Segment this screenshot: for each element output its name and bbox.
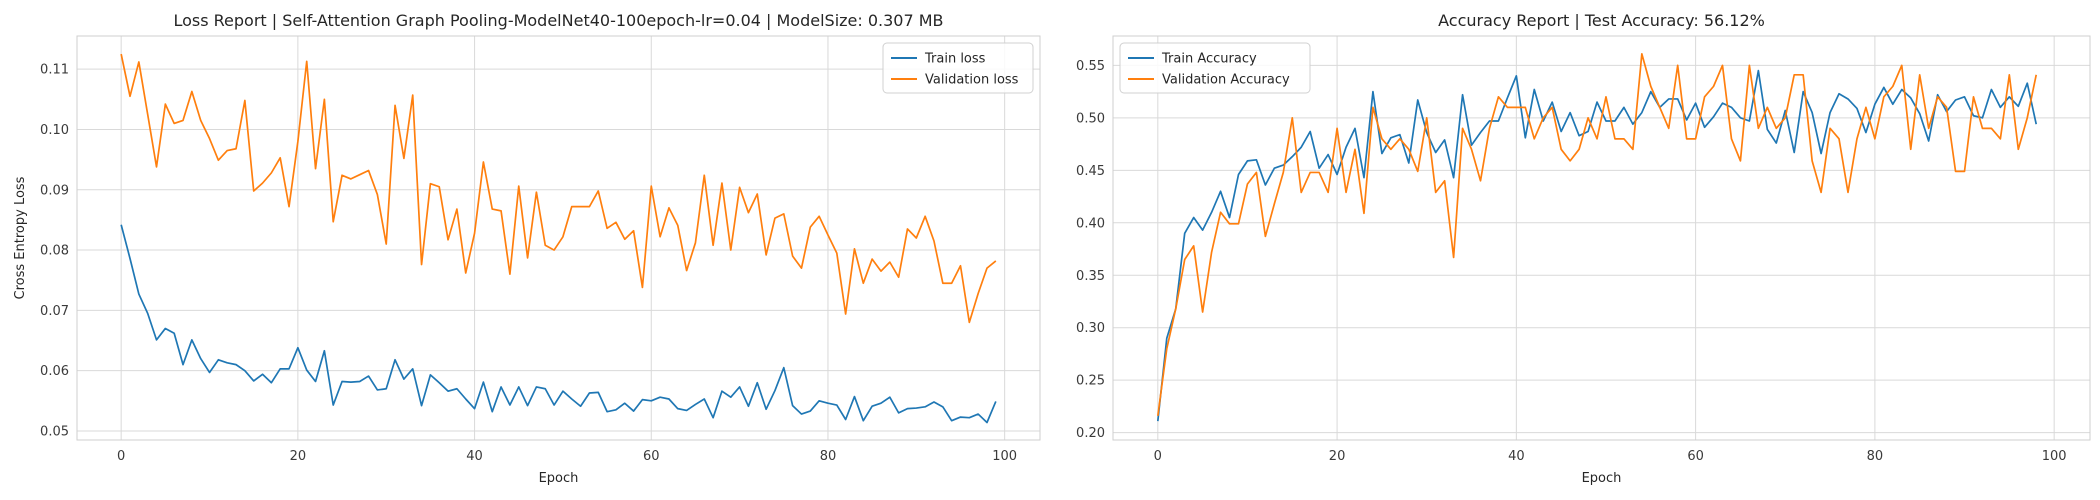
accuracy-series-train-line (1156, 69, 2038, 422)
loss-legend-entry: Validation loss (925, 73, 1019, 88)
loss-y-tick-label: 0.10 (40, 123, 69, 138)
accuracy-legend: Train Accuracy Validation Accuracy (1119, 42, 1311, 94)
loss-chart-svg: 0 20 40 60 80 100 0.05 0.06 0.07 0.08 0.09 0.10 0.11… (13, 11, 1041, 486)
loss-y-tick-label: 0.06 (40, 364, 69, 379)
accuracy-x-tick-label: 100 (2042, 449, 2067, 464)
loss-y-tick-label: 0.05 (40, 424, 69, 439)
accuracy-y-tick-label: 0.35 (1076, 269, 1105, 284)
accuracy-x-tick-label: 40 (1508, 449, 1525, 464)
accuracy-legend-entry: Train Accuracy (1161, 52, 1257, 67)
loss-y-tick-label: 0.07 (40, 304, 69, 319)
loss-chart: 0 20 40 60 80 100 0.05 0.06 0.07 0.08 0.09 0.10 0.11… (13, 11, 1041, 486)
loss-x-tick-label: 80 (820, 449, 837, 464)
accuracy-y-tick-label: 0.30 (1076, 321, 1105, 336)
accuracy-y-tick-label: 0.55 (1076, 59, 1105, 74)
loss-x-axis-label: Epoch (539, 471, 579, 486)
accuracy-chart-svg: 0 20 40 60 80 100 0.20 0.25 0.30 0.35 0.40 0.45 0.50… (1076, 11, 2091, 486)
loss-series-train-line (120, 224, 997, 424)
accuracy-legend-entry: Validation Accuracy (1162, 73, 1290, 88)
loss-legend: Train loss Validation loss (882, 42, 1034, 94)
loss-x-tick-label: 0 (117, 449, 125, 464)
accuracy-x-axis-label: Epoch (1582, 471, 1622, 486)
loss-y-tick-label: 0.09 (40, 183, 69, 198)
loss-legend-entry: Train loss (924, 52, 986, 67)
accuracy-y-tick-label: 0.25 (1076, 374, 1105, 389)
accuracy-y-tick-label: 0.20 (1076, 426, 1105, 441)
loss-series-validation-line (120, 53, 997, 324)
loss-x-tick-label: 20 (290, 449, 307, 464)
accuracy-y-tick-label: 0.45 (1076, 164, 1105, 179)
accuracy-x-tick-label: 20 (1329, 449, 1346, 464)
accuracy-x-tick-label: 0 (1154, 449, 1162, 464)
accuracy-x-tick-label: 60 (1687, 449, 1704, 464)
accuracy-chart-title: Accuracy Report | Test Accuracy: 56.12% (1438, 11, 1765, 30)
loss-y-tick-label: 0.08 (40, 244, 69, 259)
loss-y-axis-label: Cross Entropy Loss (13, 176, 28, 299)
accuracy-y-tick-label: 0.50 (1076, 111, 1105, 126)
accuracy-series-validation-line (1156, 52, 2038, 416)
accuracy-chart: 0 20 40 60 80 100 0.20 0.25 0.30 0.35 0.40 0.45 0.50… (1050, 0, 2100, 500)
loss-y-tick-label: 0.11 (40, 63, 69, 78)
accuracy-plot-frame (1112, 35, 2091, 441)
loss-x-tick-label: 60 (643, 449, 660, 464)
loss-x-tick-label: 40 (466, 449, 483, 464)
accuracy-legend-box (1119, 42, 1311, 94)
accuracy-grid (1113, 36, 2090, 440)
loss-chart-title: Loss Report | Self-Attention Graph Pooli… (173, 11, 943, 30)
loss-plot-frame (76, 35, 1041, 441)
loss-x-tick-label: 100 (992, 449, 1017, 464)
loss-legend-box (882, 42, 1034, 94)
loss-grid (77, 36, 1040, 440)
accuracy-y-tick-label: 0.40 (1076, 216, 1105, 231)
accuracy-x-tick-label: 80 (1867, 449, 1884, 464)
